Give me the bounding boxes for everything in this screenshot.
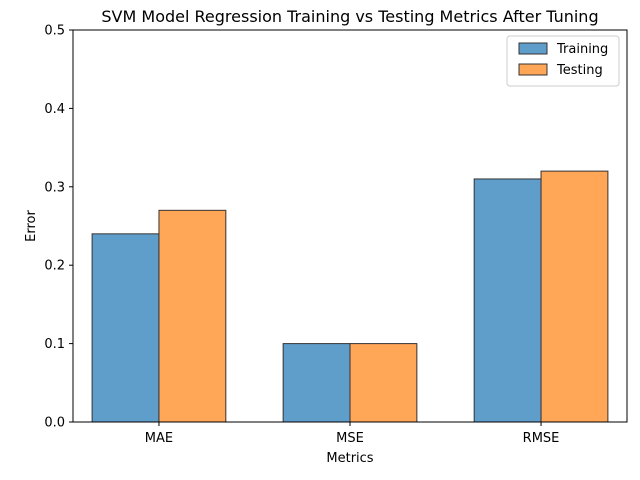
bar-training-mse: [282, 343, 351, 423]
legend-swatch-testing: [518, 63, 548, 76]
bar-testing-mae: [158, 209, 227, 423]
legend-swatch-training: [518, 42, 548, 55]
bar-testing-rmse: [540, 170, 609, 423]
x-tick-label: MSE: [336, 431, 364, 446]
bar-testing-mse: [349, 343, 418, 423]
legend-label-training: Training: [556, 42, 608, 57]
y-tick-label: 0.5: [44, 24, 65, 39]
bar-training-rmse: [473, 178, 542, 423]
y-tick-label: 0.2: [44, 259, 65, 274]
x-axis: MAE MSE RMSE: [145, 422, 560, 446]
bars-group: [91, 170, 609, 423]
y-tick-label: 0.3: [44, 180, 65, 195]
y-tick-label: 0.1: [44, 337, 65, 352]
plot-frame: [72, 29, 628, 423]
chart-title: SVM Model Regression Training vs Testing…: [101, 7, 598, 26]
legend: Training Testing: [506, 35, 620, 87]
plot-area: 0.0 0.1 0.2 0.3 0.4 0.5 MAE MSE RMSE: [44, 24, 628, 446]
x-tick-label: MAE: [145, 431, 173, 446]
x-axis-title: Metrics: [326, 451, 373, 466]
y-axis-title: Error: [24, 210, 39, 242]
legend-label-testing: Testing: [556, 63, 603, 78]
x-tick-label: RMSE: [523, 431, 560, 446]
bar-training-mae: [91, 233, 160, 423]
y-tick-label: 0.4: [44, 102, 65, 117]
y-axis: 0.0 0.1 0.2 0.3 0.4 0.5: [44, 24, 73, 431]
y-tick-label: 0.0: [44, 416, 65, 431]
